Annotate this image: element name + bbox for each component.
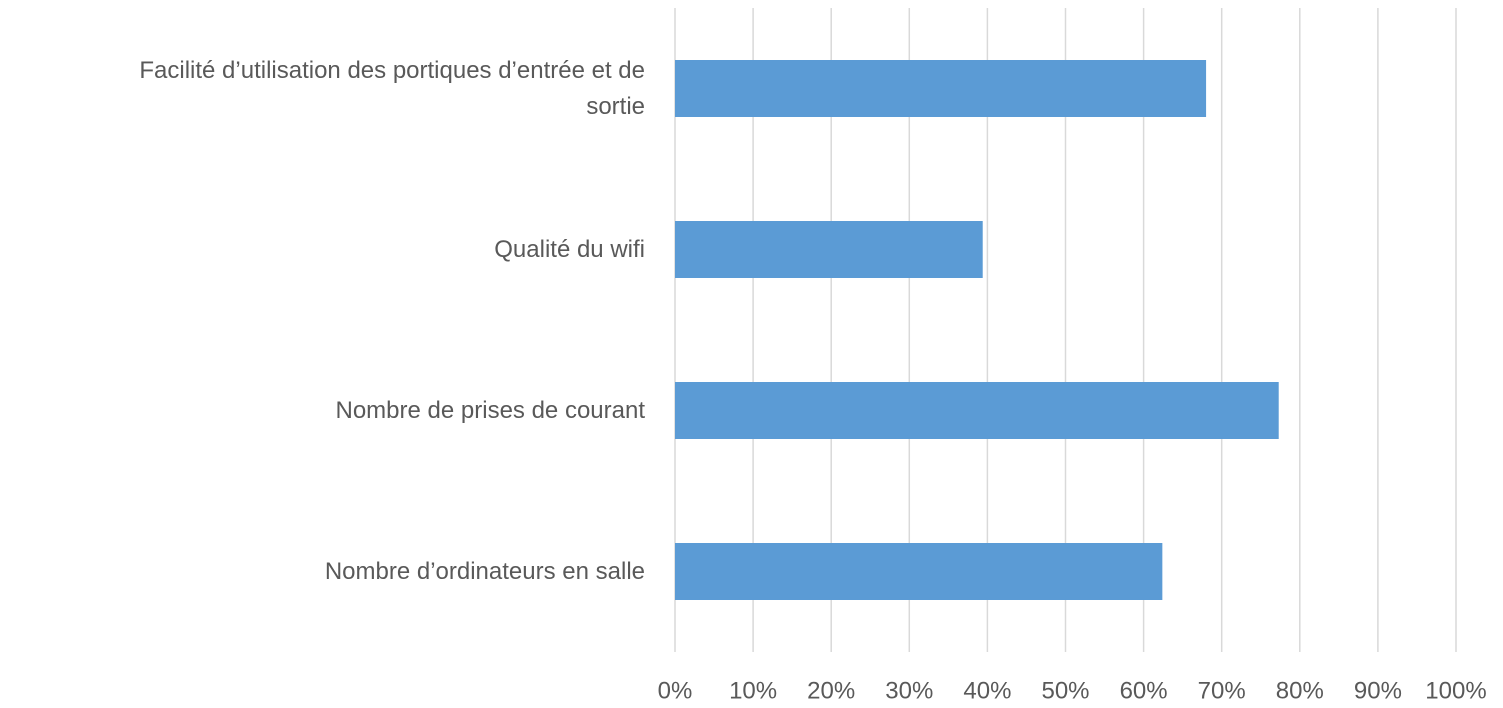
x-tick-label: 70% — [1198, 677, 1246, 704]
bar — [675, 543, 1163, 600]
y-tick-label: Nombre d’ordinateurs en salle — [324, 557, 645, 585]
x-tick-label: 20% — [807, 677, 855, 704]
bar — [675, 221, 983, 278]
x-tick-label: 80% — [1276, 677, 1324, 704]
x-tick-label: 40% — [963, 677, 1011, 704]
y-tick-label: Qualité du wifi — [494, 235, 645, 263]
x-tick-label: 30% — [885, 677, 933, 704]
x-tick-label: 50% — [1041, 677, 1089, 704]
x-tick-label: 60% — [1120, 677, 1168, 704]
x-tick-label: 10% — [729, 677, 777, 704]
x-tick-label: 0% — [658, 677, 693, 704]
x-tick-label: 100% — [1425, 677, 1486, 704]
bar — [675, 382, 1279, 439]
y-tick-label: Nombre de prises de courant — [335, 396, 646, 424]
bar — [675, 60, 1207, 117]
y-tick-label: Facilité d’utilisation des portiques d’e… — [139, 56, 645, 120]
x-tick-label: 90% — [1354, 677, 1402, 704]
